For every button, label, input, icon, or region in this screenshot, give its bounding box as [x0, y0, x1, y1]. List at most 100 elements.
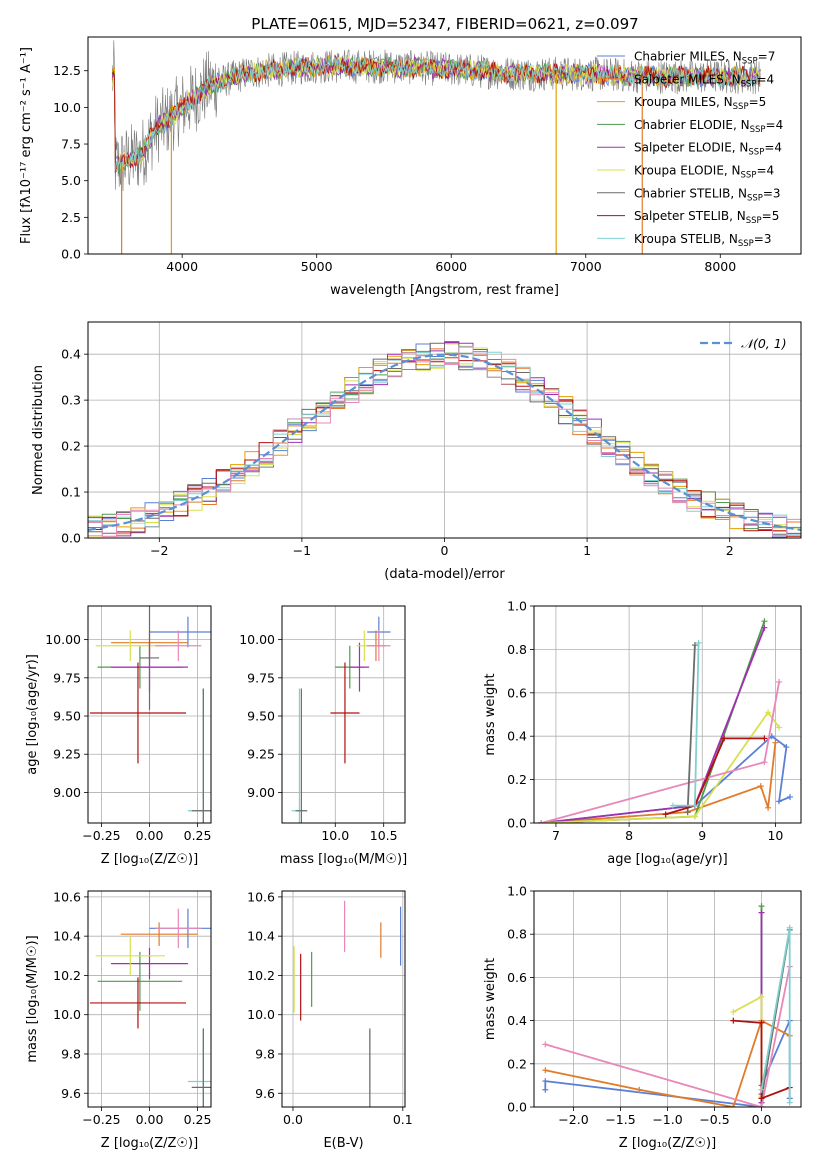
- weight-line: [541, 681, 780, 823]
- y-tick-label: 10.2: [247, 968, 275, 983]
- y-tick-label: 9.75: [247, 670, 275, 685]
- x-tick-label: 0.00: [136, 828, 164, 843]
- plot-area: [88, 341, 801, 538]
- y-tick-label: 0.3: [61, 393, 81, 408]
- x-tick-label: 0.1: [393, 1112, 413, 1127]
- y-axis-label: Normed distribution: [31, 365, 46, 495]
- weight-marker: [695, 639, 702, 646]
- x-axis-label: mass [log₁₀(M/M☉)]: [280, 852, 407, 867]
- x-tick-label: 2: [726, 543, 734, 558]
- y-tick-label: 12.5: [53, 63, 81, 78]
- y-tick-label: 2.5: [61, 210, 81, 225]
- axes-frame: [281, 605, 406, 824]
- weight-marker: [730, 1104, 737, 1107]
- y-tick-label: 0.1: [61, 485, 81, 500]
- weight-marker: [757, 783, 764, 790]
- x-tick-label: 0.25: [184, 1112, 212, 1127]
- y-tick-label: 10.0: [53, 1007, 81, 1022]
- mass-vs-metallicity-panel: −0.25 0.00 0.25 9.6 9.8 10.0 10.2 10.4 10.6 Z [lo…: [25, 889, 212, 1151]
- y-tick-label: 9.50: [53, 709, 81, 724]
- y-tick-label: 9.8: [61, 1046, 81, 1061]
- weight-marker: [761, 735, 768, 742]
- weight-marker: [776, 678, 783, 685]
- y-tick-label: 10.4: [247, 929, 275, 944]
- weight-vs-age-panel: 7 8 9 10 0.0 0.2 0.4 0.6 0.8 1.0 age [log₁₀(age/yr…: [483, 599, 802, 867]
- weight-line: [732, 995, 763, 1097]
- weight-marker: [691, 813, 698, 820]
- weight-marker: [542, 1078, 549, 1085]
- x-tick-label: 7000: [570, 259, 602, 274]
- x-tick-label: 6000: [435, 259, 467, 274]
- weight-marker: [730, 1008, 737, 1015]
- weight-marker: [542, 1041, 549, 1048]
- legend-label: Chabrier MILES, NSSP=7: [634, 50, 775, 67]
- weight-marker: [691, 802, 698, 809]
- plot-area: [542, 903, 793, 1107]
- weight-line: [541, 627, 766, 823]
- x-axis-label: wavelength [Angstrom, rest frame]: [330, 283, 559, 298]
- y-tick-label: 10.2: [53, 968, 81, 983]
- x-tick-label: 1: [583, 543, 591, 558]
- y-tick-label: 10.0: [247, 1007, 275, 1022]
- x-tick-label: −1.0: [652, 1112, 682, 1127]
- legend-label: Salpeter STELIB, NSSP=5: [634, 209, 779, 226]
- weight-marker: [684, 809, 691, 816]
- legend-label: Kroupa STELIB, NSSP=3: [634, 232, 772, 249]
- x-tick-label: 10: [767, 828, 783, 843]
- legend-label: Salpeter ELODIE, NSSP=4: [634, 141, 782, 158]
- weight-marker: [758, 1086, 765, 1093]
- y-tick-label: 0.2: [507, 772, 527, 787]
- weight-marker: [787, 793, 794, 800]
- weight-marker: [542, 1086, 549, 1093]
- age-vs-mass-panel: 10.0 10.5 9.00 9.25 9.50 9.75 10.00 mass [log₁₀…: [239, 605, 407, 867]
- legend-label: Chabrier STELIB, NSSP=3: [634, 186, 781, 203]
- x-tick-label: 10.5: [370, 828, 398, 843]
- weight-marker: [758, 1019, 765, 1026]
- y-tick-label: 10.00: [239, 632, 275, 647]
- weight-marker: [662, 811, 669, 818]
- x-axis-label: Z [log₁₀(Z/Z☉)]: [101, 852, 198, 867]
- x-axis-label: Z [log₁₀(Z/Z☉)]: [101, 1136, 198, 1151]
- x-tick-label: 9: [698, 828, 706, 843]
- axes-frame: [87, 36, 802, 255]
- legend-label: Chabrier ELODIE, NSSP=4: [634, 118, 783, 135]
- weight-marker: [761, 759, 768, 766]
- y-tick-label: 1.0: [507, 599, 527, 614]
- x-tick-label: 0.25: [184, 828, 212, 843]
- y-tick-label: 10.0: [53, 100, 81, 115]
- x-tick-label: 5000: [301, 259, 333, 274]
- y-tick-label: 0.0: [61, 247, 81, 262]
- legend-label: Kroupa ELODIE, NSSP=4: [634, 164, 774, 181]
- y-tick-label: 10.00: [45, 632, 81, 647]
- x-tick-label: 0.00: [136, 1112, 164, 1127]
- y-tick-label: 0.8: [507, 642, 527, 657]
- y-tick-label: 7.5: [61, 137, 81, 152]
- weight-marker: [776, 724, 783, 731]
- y-axis-label: Flux [fλ10⁻¹⁷ erg cm⁻² s⁻¹ A⁻¹]: [19, 47, 34, 244]
- plot-area: [538, 618, 794, 823]
- y-tick-label: 0.0: [61, 531, 81, 546]
- x-tick-label: 0.0: [752, 1112, 772, 1127]
- weight-marker: [783, 744, 790, 751]
- x-tick-label: −0.25: [82, 828, 120, 843]
- weight-marker: [538, 820, 545, 823]
- weight-marker: [730, 1017, 737, 1024]
- x-tick-label: 10.0: [321, 828, 349, 843]
- y-tick-label: 9.6: [61, 1086, 81, 1101]
- spectrum-legend: Chabrier MILES, NSSP=7 Salpeter MILES, NS…: [597, 50, 783, 249]
- weight-marker: [786, 924, 793, 931]
- x-tick-label: −2.0: [558, 1112, 588, 1127]
- spectrum-panel: 4000 5000 6000 7000 8000 0.0 2.5 5.0 7.5 10.0 12.5…: [19, 36, 802, 298]
- y-axis-label: mass [log₁₀(M/M☉)]: [25, 935, 40, 1062]
- y-tick-label: 9.75: [53, 670, 81, 685]
- y-tick-label: 9.25: [53, 747, 81, 762]
- x-tick-label: −1.5: [605, 1112, 635, 1127]
- weight-marker: [772, 739, 779, 746]
- plot-area: [111, 40, 761, 254]
- y-tick-label: 9.25: [247, 747, 275, 762]
- x-axis-label: Z [log₁₀(Z/Z☉)]: [619, 1136, 716, 1151]
- y-tick-label: 0.4: [507, 729, 527, 744]
- plot-area: [89, 908, 211, 1107]
- x-tick-label: 7: [552, 828, 560, 843]
- y-tick-label: 9.8: [255, 1046, 275, 1061]
